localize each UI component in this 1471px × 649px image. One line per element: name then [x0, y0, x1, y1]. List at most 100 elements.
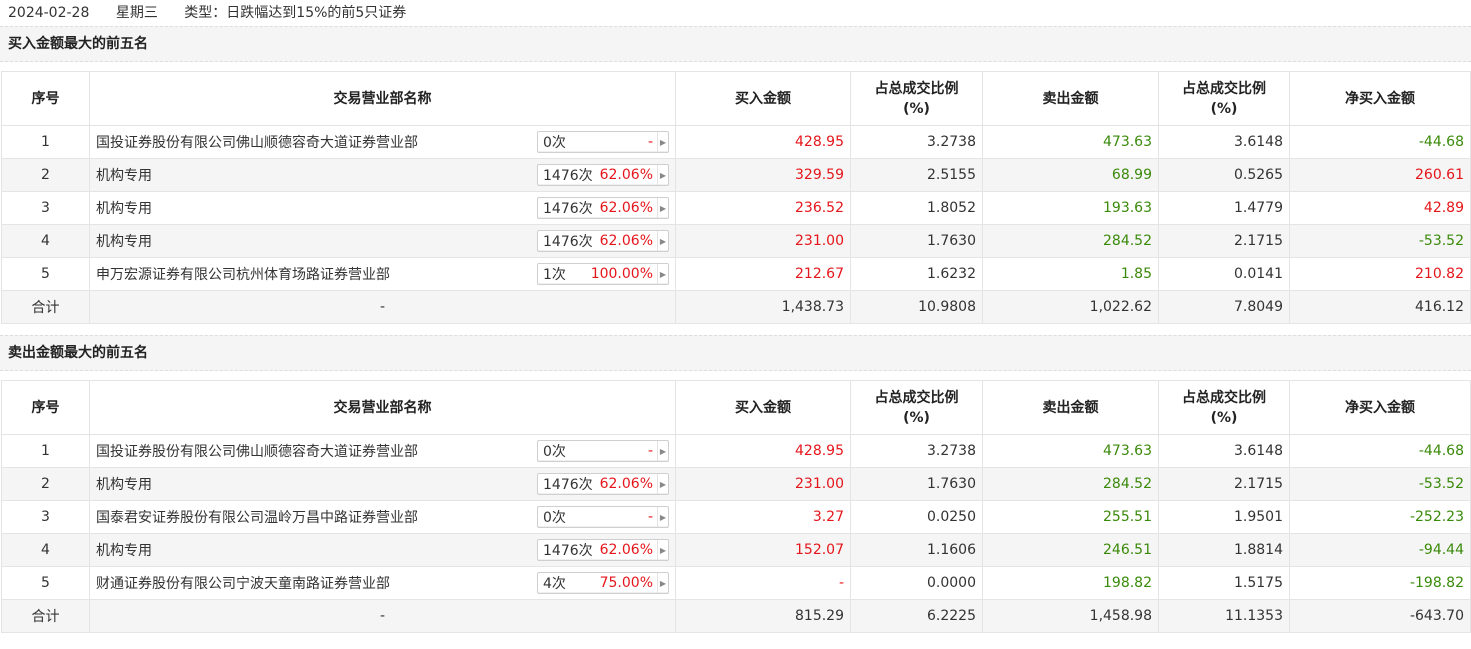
col-net-header: 净买入金额	[1289, 380, 1471, 435]
table-row: 1 国投证券股份有限公司佛山顺德容奇大道证券营业部 0次 - ▶ 428.95 3.2738…	[1, 434, 1471, 468]
table-row: 2 机构专用 1476次 62.06% ▶ 329.59 2.5155 68.99 0.5265…	[1, 158, 1471, 192]
listing-count: 0次	[543, 135, 566, 151]
chevron-right-icon: ▶	[657, 231, 668, 251]
broker-stats-dropdown[interactable]: 0次 - ▶	[537, 131, 669, 153]
broker-wrap: 机构专用 1476次 62.06% ▶	[96, 539, 669, 561]
broker-stats-dropdown[interactable]: 1476次 62.06% ▶	[537, 197, 669, 219]
broker-stats-dropdown[interactable]: 1476次 62.06% ▶	[537, 230, 669, 252]
broker-name-link[interactable]: 机构专用	[96, 168, 152, 184]
table-row: 5 财通证券股份有限公司宁波天童南路证券营业部 4次 75.00% ▶ -0.0000 19…	[1, 566, 1471, 600]
total-sell-ratio: 7.8049	[1158, 290, 1290, 324]
total-label: 合计	[1, 290, 90, 324]
buy-ratio: 1.8052	[850, 191, 983, 225]
broker-name-link[interactable]: 机构专用	[96, 543, 152, 559]
listing-count: 1次	[543, 267, 566, 283]
table-row: 1 国投证券股份有限公司佛山顺德容奇大道证券营业部 0次 - ▶ 428.95 3.2738…	[1, 125, 1471, 159]
sell-amount: 246.51	[982, 533, 1159, 567]
broker-wrap: 申万宏源证券有限公司杭州体育场路证券营业部 1次 100.00% ▶	[96, 263, 669, 285]
col-rank-header: 序号	[1, 380, 90, 435]
listing-count: 1476次	[543, 543, 593, 559]
buy-ratio: 3.2738	[850, 125, 983, 159]
win-rate: 62.06%	[599, 167, 653, 183]
net-amount: -94.44	[1289, 533, 1471, 567]
total-net: 416.12	[1289, 290, 1471, 324]
broker-stats-dropdown[interactable]: 0次 - ▶	[537, 440, 669, 462]
broker-name-link[interactable]: 申万宏源证券有限公司杭州体育场路证券营业部	[96, 267, 390, 283]
col-rank-header: 序号	[1, 71, 90, 126]
buy-ratio: 3.2738	[850, 434, 983, 468]
chevron-right-icon: ▶	[657, 132, 668, 152]
buy-ratio: 1.1606	[850, 533, 983, 567]
col-net-header: 净买入金额	[1289, 71, 1471, 126]
win-rate: 75.00%	[599, 575, 653, 591]
buy-ratio: 1.7630	[850, 224, 983, 258]
table-row: 4 机构专用 1476次 62.06% ▶ 231.00 1.7630 284.52 2.171…	[1, 224, 1471, 258]
broker-name-link[interactable]: 国投证券股份有限公司佛山顺德容奇大道证券营业部	[96, 135, 418, 151]
sell-ratio: 2.1715	[1158, 467, 1290, 501]
chevron-right-icon: ▶	[657, 165, 668, 185]
broker-name-link[interactable]: 国投证券股份有限公司佛山顺德容奇大道证券营业部	[96, 444, 418, 460]
net-amount: -198.82	[1289, 566, 1471, 600]
rank-cell: 1	[1, 434, 90, 468]
broker-stats-dropdown[interactable]: 1476次 62.06% ▶	[537, 539, 669, 561]
sell-ratio: 1.9501	[1158, 500, 1290, 534]
broker-name-link[interactable]: 机构专用	[96, 201, 152, 217]
buy-amount: 231.00	[675, 224, 851, 258]
sell-ratio: 3.6148	[1158, 434, 1290, 468]
broker-wrap: 机构专用 1476次 62.06% ▶	[96, 197, 669, 219]
total-buy-ratio: 6.2225	[850, 599, 983, 633]
broker-stats-dropdown[interactable]: 0次 - ▶	[537, 506, 669, 528]
win-rate: -	[647, 443, 653, 459]
win-rate: 62.06%	[599, 476, 653, 492]
chevron-right-icon: ▶	[657, 507, 668, 527]
trade-weekday: 星期三	[115, 5, 158, 21]
win-rate: -	[647, 134, 653, 150]
broker-cell: 机构专用 1476次 62.06% ▶	[89, 467, 676, 501]
win-rate: -	[647, 509, 653, 525]
broker-cell: 机构专用 1476次 62.06% ▶	[89, 191, 676, 225]
buy-amount: 3.27	[675, 500, 851, 534]
listing-count: 4次	[543, 576, 566, 592]
rank-cell: 3	[1, 500, 90, 534]
win-rate: 62.06%	[599, 542, 653, 558]
buy-amount: 152.07	[675, 533, 851, 567]
broker-cell: 财通证券股份有限公司宁波天童南路证券营业部 4次 75.00% ▶	[89, 566, 676, 600]
broker-name-link[interactable]: 机构专用	[96, 234, 152, 250]
broker-stats-dropdown[interactable]: 1476次 62.06% ▶	[537, 473, 669, 495]
broker-stats-dropdown[interactable]: 1次 100.00% ▶	[537, 263, 669, 285]
rank-cell: 1	[1, 125, 90, 159]
broker-cell: 机构专用 1476次 62.06% ▶	[89, 158, 676, 192]
buy-ratio: 0.0000	[850, 566, 983, 600]
broker-wrap: 国泰君安证券股份有限公司温岭万昌中路证券营业部 0次 - ▶	[96, 506, 669, 528]
top-info-bar: 2024-02-28 星期三 类型：日跌幅达到15%的前5只证券	[0, 0, 1471, 26]
rank-cell: 4	[1, 224, 90, 258]
table-header-row: 序号 交易营业部名称 买入金额 占总成交比例 (%) 卖出金额 占总成交比例 (%)…	[1, 380, 1471, 435]
total-net: -643.70	[1289, 599, 1471, 633]
sell-amount: 473.63	[982, 125, 1159, 159]
broker-stats-dropdown[interactable]: 4次 75.00% ▶	[537, 572, 669, 594]
broker-cell: 国投证券股份有限公司佛山顺德容奇大道证券营业部 0次 - ▶	[89, 434, 676, 468]
total-row: 合计 -1,438.73 10.9808 1,022.62 7.8049 416.12	[1, 290, 1471, 324]
table-row: 3 国泰君安证券股份有限公司温岭万昌中路证券营业部 0次 - ▶ 3.27 0.0250 25…	[1, 500, 1471, 534]
broker-name-link[interactable]: 国泰君安证券股份有限公司温岭万昌中路证券营业部	[96, 510, 418, 526]
col-sell-ratio-header: 占总成交比例 (%)	[1158, 380, 1290, 435]
broker-name-link[interactable]: 机构专用	[96, 477, 152, 493]
col-buy-ratio-header: 占总成交比例 (%)	[850, 71, 983, 126]
sell-amount: 284.52	[982, 467, 1159, 501]
buy-amount: 212.67	[675, 257, 851, 291]
total-buy: 815.29	[675, 599, 851, 633]
sell-amount: 255.51	[982, 500, 1159, 534]
buy-top5-table: 序号 交易营业部名称 买入金额 占总成交比例 (%) 卖出金额 占总成交比例 (%)…	[1, 71, 1471, 324]
rank-cell: 3	[1, 191, 90, 225]
broker-stats-dropdown[interactable]: 1476次 62.06% ▶	[537, 164, 669, 186]
buy-ratio: 2.5155	[850, 158, 983, 192]
chevron-right-icon: ▶	[657, 198, 668, 218]
total-sell-ratio: 11.1353	[1158, 599, 1290, 633]
total-sell: 1,022.62	[982, 290, 1159, 324]
col-sell-header: 卖出金额	[982, 71, 1159, 126]
broker-wrap: 财通证券股份有限公司宁波天童南路证券营业部 4次 75.00% ▶	[96, 572, 669, 594]
col-buy-header: 买入金额	[675, 380, 851, 435]
broker-name-link[interactable]: 财通证券股份有限公司宁波天童南路证券营业部	[96, 576, 390, 592]
broker-wrap: 机构专用 1476次 62.06% ▶	[96, 164, 669, 186]
net-amount: -252.23	[1289, 500, 1471, 534]
